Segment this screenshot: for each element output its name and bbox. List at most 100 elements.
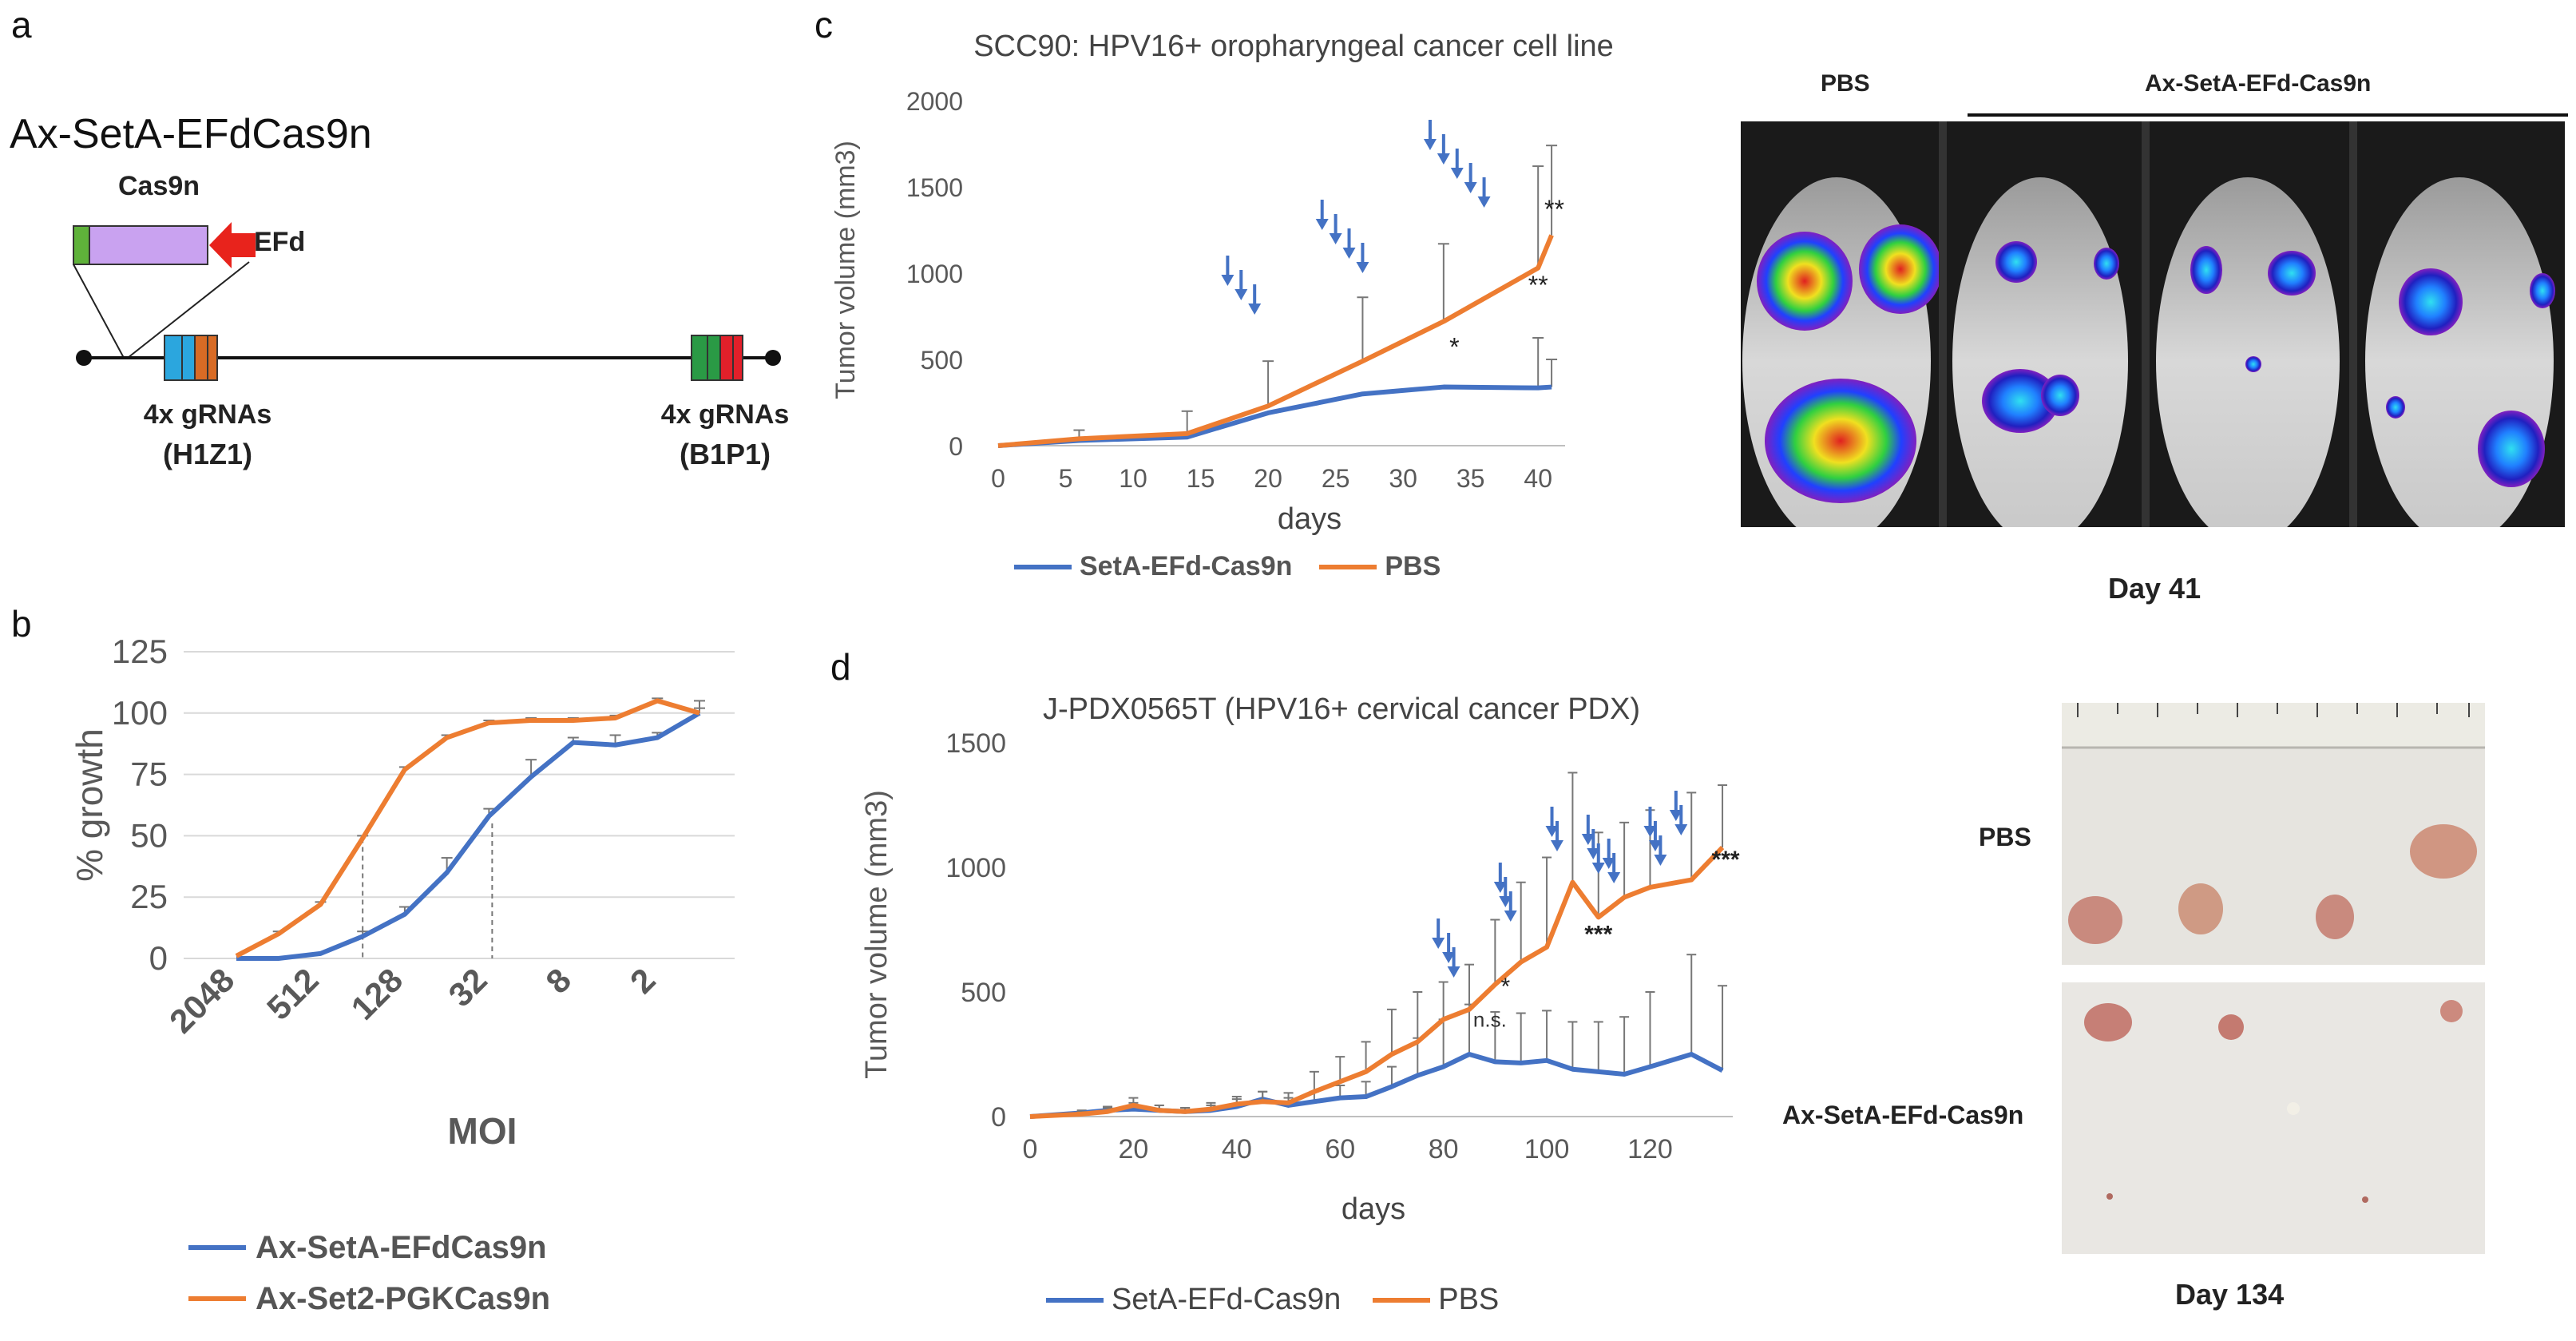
tumor (2410, 824, 2477, 879)
y-tick-label: 500 (921, 346, 963, 375)
injection-arrow-head (1674, 824, 1688, 835)
injection-arrow-head (1654, 855, 1667, 866)
x-tick-label: 40 (1524, 464, 1552, 493)
mouse (2156, 177, 2340, 527)
mouse (2365, 177, 2555, 527)
x-tick-label: 30 (1389, 464, 1417, 493)
chart-c: SCC90: HPV16+ oropharyngeal cancer cell … (830, 30, 1614, 536)
injection-arrow-head (1423, 139, 1437, 150)
injection-arrow-head (1545, 826, 1559, 837)
x-axis-title: days (1342, 1192, 1405, 1226)
legend-swatch (1046, 1297, 1104, 1303)
grna-block (707, 335, 721, 381)
series-line (235, 698, 700, 958)
injection-arrow-head (1607, 872, 1621, 883)
y-axis-title: % growth (69, 728, 110, 882)
y-tick-label: 1500 (906, 173, 963, 202)
mouse (1742, 177, 1942, 527)
significance-mark: *** (1712, 847, 1740, 873)
tumor (2440, 1000, 2463, 1022)
y-tick-label: 100 (112, 694, 168, 732)
mouse-imaging-photo (1741, 121, 2565, 527)
y-tick-label: 1000 (906, 260, 963, 288)
x-tick-label: 128 (343, 961, 410, 1027)
significance-mark: * (1500, 974, 1510, 1000)
injection-arrow-head (1587, 848, 1600, 859)
y-tick-label: 500 (961, 978, 1006, 1008)
left-grna-label: 4x gRNAs (143, 399, 272, 430)
tumor-photo-pbs (2062, 703, 2485, 965)
injection-arrow-head (1342, 248, 1356, 259)
x-tick-label: 100 (1524, 1134, 1570, 1164)
y-tick-label: 2000 (906, 87, 963, 116)
injection-arrow-head (1329, 233, 1342, 244)
significance-mark: ** (1544, 195, 1564, 224)
legend-label: PBS (1438, 1283, 1500, 1316)
right-grna-label: 4x gRNAs (660, 399, 790, 430)
injection-arrow-head (1581, 834, 1595, 845)
injection-arrow-head (1447, 966, 1460, 978)
x-tick-label: 32 (441, 961, 493, 1014)
significance-mark: n.s. (1473, 1008, 1507, 1032)
injection-arrow-head (1504, 911, 1517, 922)
left-grna-sub: (H1Z1) (162, 438, 252, 470)
legend-swatch (188, 1296, 246, 1301)
x-tick-label: 25 (1322, 464, 1350, 493)
tumor (2287, 1102, 2300, 1115)
legend-d: SetA-EFd-Cas9n PBS (1046, 1283, 1499, 1317)
x-axis-title: days (1278, 502, 1342, 536)
y-tick-label: 0 (991, 1102, 1006, 1133)
grna-block (181, 335, 196, 381)
legend-label: PBS (1385, 551, 1441, 581)
mouse-imaging-drawing (1742, 121, 2555, 527)
x-tick-label: 2 (623, 961, 663, 1001)
tumor (2068, 896, 2122, 944)
photo-c-caption: Day 41 (2108, 572, 2201, 605)
photo-d-caption: Day 134 (2175, 1278, 2285, 1311)
leader-line (127, 261, 250, 359)
grna-block (719, 335, 734, 381)
injection-arrow-head (1643, 826, 1657, 837)
y-tick-label: 75 (130, 756, 168, 793)
injection-arrow-head (1551, 840, 1563, 851)
y-tick-label: 1500 (945, 728, 1006, 759)
injection-arrow-head (1315, 219, 1329, 230)
injection-arrow-head (1477, 196, 1491, 208)
legend-swatch (188, 1245, 246, 1250)
x-tick-label: 80 (1429, 1134, 1459, 1164)
injection-arrow-head (1442, 952, 1456, 963)
right-grna-sub: (B1P1) (679, 438, 771, 470)
treated-group-bar (1968, 113, 2568, 117)
legend-item: Ax-Set2-PGKCas9n (188, 1273, 550, 1324)
legend-swatch (1319, 564, 1377, 569)
y-axis-title: Tumor volume (mm3) (830, 141, 861, 399)
cas9n-box (89, 225, 208, 265)
x-tick-label: 0 (1023, 1134, 1038, 1164)
x-tick-label: 20 (1118, 1134, 1148, 1164)
x-tick-label: 15 (1187, 464, 1215, 493)
construct-diagram (73, 222, 781, 381)
injection-arrow-head (1591, 863, 1605, 874)
y-tick-label: 25 (130, 878, 168, 915)
legend-label: SetA-EFd-Cas9n (1112, 1283, 1342, 1316)
significance-mark: * (1449, 333, 1459, 362)
tumor (2218, 1014, 2244, 1040)
backbone-end (765, 350, 781, 366)
tumor (2178, 883, 2223, 934)
tumor-photo-treated-drawing (2084, 1000, 2463, 1203)
efd-arrow (209, 222, 256, 268)
series-line (236, 711, 701, 961)
photo-c-pbs-label: PBS (1821, 70, 1870, 97)
legend-item: Ax-SetA-EFdCas9n (188, 1222, 550, 1273)
photo-d-treated-label: Ax-SetA-EFd-Cas9n (1782, 1101, 2024, 1129)
x-tick-label: 0 (991, 464, 1005, 493)
significance-mark: ** (1528, 271, 1548, 300)
chart-b: 0 25 50 75 100 125 2048 512 128 32 8 2 % growth MOI (69, 633, 735, 1152)
injection-arrow-head (1669, 810, 1682, 821)
injection-arrow-head (1221, 275, 1234, 286)
x-tick-label: 60 (1325, 1134, 1355, 1164)
series-line (1029, 845, 1725, 1119)
injection-arrow-head (1234, 289, 1248, 300)
y-tick-label: 125 (112, 633, 168, 670)
construct-title: Ax-SetA-EFdCas9n (10, 111, 372, 157)
